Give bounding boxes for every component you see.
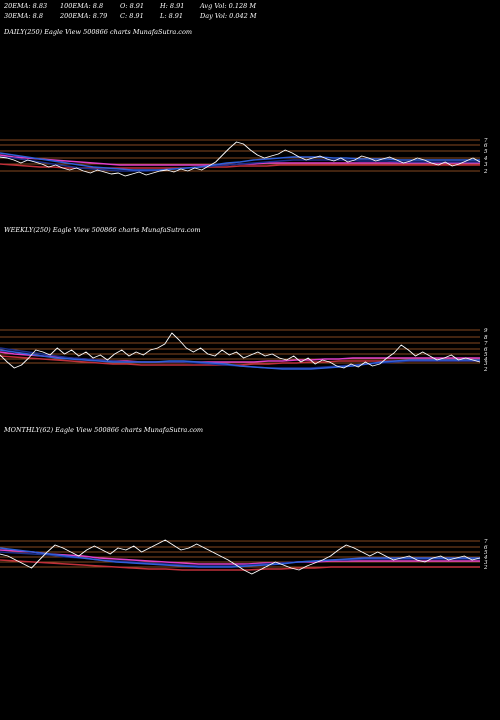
ema-blue-line-0: [0, 152, 480, 171]
tick-label-1-1: 8: [484, 335, 488, 341]
ema-magenta-line-2: [0, 549, 480, 565]
tick-label-1-7: 2: [483, 367, 488, 373]
tick-label-1-5: 4: [483, 357, 488, 363]
tick-label-1-4: 5: [484, 352, 488, 358]
tick-label-1-6: 3: [484, 361, 488, 367]
price-line-2: [0, 539, 481, 575]
ema200-label: 200EMA: 8.79: [60, 12, 108, 20]
avg-vol-label: Avg Vol: 0.128 M: [200, 2, 257, 10]
tick-label-0-0: 7: [484, 138, 488, 144]
daily-panel-label: DAILY(250) Eagle View 500866 charts Muna…: [4, 28, 193, 36]
tick-label-2-5: 2: [483, 565, 488, 571]
tick-label-0-4: 3: [484, 162, 488, 168]
tick-label-2-3: 4: [483, 555, 488, 561]
tick-label-2-1: 6: [484, 545, 488, 551]
tick-label-2-0: 7: [484, 539, 488, 545]
low-label: L: 8.91: [160, 12, 184, 20]
ema-navy-line-0: [0, 156, 480, 172]
day-vol-label: Day Vol: 0.042 M: [200, 12, 257, 20]
high-label: H: 8.91: [160, 2, 185, 10]
tick-label-0-3: 4: [483, 156, 488, 162]
tick-label-0-2: 5: [484, 149, 488, 155]
ema100-label: 100EMA: 8.8: [60, 2, 104, 10]
tick-label-2-2: 5: [484, 550, 488, 556]
tick-label-0-1: 6: [484, 143, 488, 149]
monthly-panel-label: MONTHLY(62) Eagle View 500866 charts Mun…: [4, 426, 204, 434]
ema-blue-line-1: [0, 349, 480, 370]
ema20-label: 20EMA: 8.83: [4, 2, 48, 10]
tick-label-1-0: 9: [484, 328, 488, 334]
ema30-label: 30EMA: 8.8: [4, 12, 43, 20]
price-line-1: [0, 332, 481, 369]
tick-label-1-2: 7: [484, 341, 488, 347]
close-label: C: 8.91: [120, 12, 144, 20]
tick-label-2-4: 3: [484, 560, 488, 566]
ema-red-line-2: [0, 559, 480, 571]
price-line-0: [0, 141, 481, 177]
tick-label-1-3: 6: [484, 347, 488, 353]
open-label: O: 8.91: [120, 2, 145, 10]
tick-label-0-5: 2: [483, 169, 488, 175]
weekly-panel-label: WEEKLY(250) Eagle View 500866 charts Mun…: [4, 226, 201, 234]
